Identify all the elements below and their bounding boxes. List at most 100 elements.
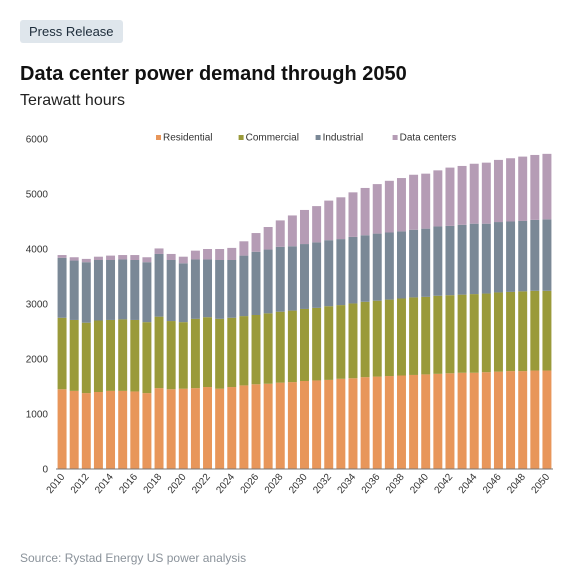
x-tick-label: 2024: [214, 472, 237, 496]
x-tick-label: 2034: [336, 472, 359, 496]
x-tick-label: 2026: [239, 472, 262, 496]
bar-segment-commercial: [251, 315, 261, 385]
bar-segment-data-centers: [493, 159, 503, 223]
bar-segment-industrial: [178, 263, 188, 323]
bar-segment-commercial: [81, 322, 91, 394]
x-tick-label: 2046: [481, 472, 504, 496]
bar-segment-data-centers: [445, 167, 455, 226]
bar-segment-data-centers: [433, 170, 443, 227]
y-tick-label: 4000: [26, 245, 49, 256]
bar-segment-data-centers: [154, 248, 164, 254]
bar-segment-residential: [445, 373, 455, 469]
bar-segment-industrial: [360, 235, 370, 302]
bar-segment-data-centers: [348, 192, 358, 237]
x-tick-label: 2038: [384, 472, 407, 496]
bar-segment-residential: [251, 384, 261, 469]
bar-segment-residential: [396, 375, 406, 469]
bar-segment-commercial: [324, 306, 334, 380]
x-tick-label: 2010: [45, 472, 68, 496]
y-axis: 0 1000 2000 3000 4000 5000 6000: [26, 135, 49, 476]
bar-segment-residential: [506, 371, 516, 469]
bar-segment-data-centers: [69, 257, 79, 261]
bar-segment-data-centers: [275, 220, 285, 247]
bar-segment-commercial: [203, 317, 213, 388]
bar-segment-commercial: [360, 301, 370, 378]
bar-segment-residential: [166, 389, 176, 469]
bar-segment-residential: [421, 374, 431, 469]
x-tick-label: 2018: [142, 472, 165, 496]
bar-segment-commercial: [118, 319, 128, 391]
bar-segment-commercial: [227, 317, 237, 388]
bar-segment-data-centers: [239, 241, 249, 256]
x-tick-label: 2020: [166, 472, 189, 496]
bar-segment-commercial: [409, 297, 419, 375]
bar-segment-residential: [457, 372, 467, 469]
bar-segment-industrial: [227, 260, 237, 318]
bar-segment-commercial: [469, 294, 479, 373]
bar-segment-data-centers: [106, 255, 116, 260]
bar-segment-industrial: [348, 236, 358, 304]
bar-segment-commercial: [300, 308, 309, 381]
x-axis: 2010 2012 2014 2016 2018 2020 2022 2024 2026 2028…: [45, 468, 553, 496]
bar-segment-commercial: [93, 320, 103, 392]
bar-segment-residential: [336, 378, 346, 469]
x-tick-label: 2040: [408, 472, 431, 496]
bar-segment-commercial: [518, 291, 528, 372]
bar-segment-residential: [227, 387, 237, 469]
y-tick-label: 6000: [26, 135, 49, 146]
bar-segment-industrial: [530, 219, 540, 291]
bar-segment-data-centers: [360, 187, 370, 236]
bar-segment-commercial: [493, 292, 503, 372]
bar-segment-commercial: [275, 311, 285, 383]
bar-segment-residential: [142, 393, 152, 469]
bar-segment-data-centers: [457, 165, 467, 225]
bar-segment-industrial: [372, 233, 382, 301]
legend-swatch: [315, 135, 321, 140]
bar-segment-residential: [324, 379, 334, 469]
bar-segment-commercial: [166, 321, 176, 390]
bar-segment-data-centers: [166, 253, 176, 260]
x-tick-label: 2016: [117, 472, 140, 496]
x-tick-label: 2048: [505, 472, 528, 496]
bar-segment-data-centers: [57, 255, 67, 258]
bar-segment-commercial: [190, 318, 200, 389]
bar-segment-industrial: [481, 223, 491, 294]
bar-segment-industrial: [518, 220, 528, 292]
bar-segment-commercial: [542, 290, 552, 371]
bar-segment-residential: [190, 388, 200, 469]
bar-segment-commercial: [457, 294, 467, 373]
bar-segment-data-centers: [518, 156, 528, 221]
bar-segment-data-centers: [506, 158, 516, 222]
bar-segment-commercial: [421, 296, 431, 375]
press-release-badge: Press Release: [20, 20, 123, 43]
bar-segment-data-centers: [93, 256, 103, 260]
bar-segment-data-centers: [227, 247, 237, 260]
bar-segment-residential: [69, 390, 79, 469]
bar-segment-data-centers: [81, 258, 91, 263]
y-tick-label: 2000: [26, 355, 49, 366]
bar-segment-residential: [409, 374, 419, 469]
bar-segment-residential: [203, 387, 213, 469]
bar-segment-commercial: [57, 317, 67, 390]
bar-segment-industrial: [118, 259, 128, 320]
bar-segment-industrial: [312, 242, 322, 308]
bar-segment-industrial: [336, 239, 346, 306]
bar-segment-industrial: [324, 240, 334, 307]
bar-segment-industrial: [396, 231, 406, 299]
bar-segment-industrial: [69, 260, 79, 320]
bar-segment-data-centers: [336, 197, 346, 240]
bar-segment-commercial: [445, 295, 455, 374]
bar-segment-commercial: [372, 300, 382, 377]
y-tick-label: 3000: [26, 300, 49, 311]
bar-segment-commercial: [178, 322, 188, 389]
bar-segment-residential: [312, 380, 322, 469]
bar-segment-data-centers: [469, 163, 479, 224]
bar-segment-commercial: [433, 295, 443, 374]
x-tick-label: 2036: [360, 472, 383, 496]
bar-segment-residential: [348, 378, 358, 469]
x-tick-label: 2030: [287, 472, 310, 496]
bar-segment-commercial: [530, 290, 540, 371]
bar-segment-industrial: [506, 221, 516, 292]
bar-segment-industrial: [142, 262, 152, 323]
